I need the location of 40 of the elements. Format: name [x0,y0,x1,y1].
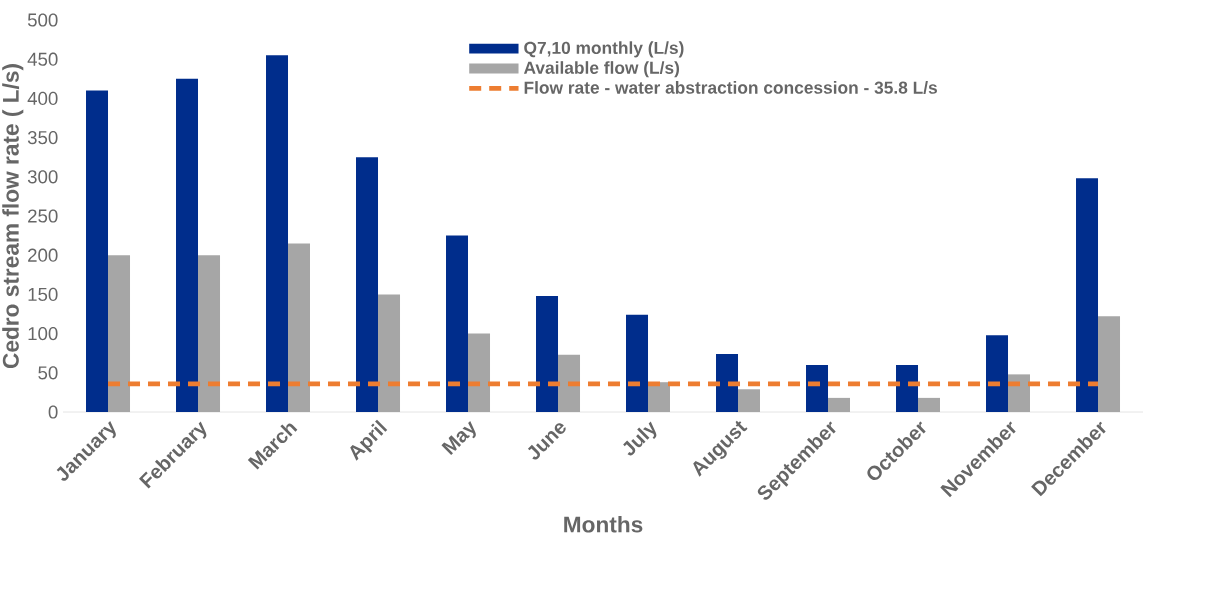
bar [806,364,829,412]
bar [1098,316,1121,412]
bar [176,78,199,412]
bar [648,382,671,412]
y-tick-label: 500 [27,13,58,27]
y-tick-label: 0 [48,405,58,419]
y-tick-label: 50 [38,366,58,380]
y-tick-label: 400 [27,91,58,106]
y-tick-label: 350 [27,130,58,145]
bar [378,294,401,412]
bar [1076,178,1099,412]
bar [198,255,221,412]
x-axis-title: Months [564,515,643,533]
legend-label: Available flow (L/s) [523,61,680,78]
bar [986,335,1009,412]
bar [288,243,311,412]
bar [1008,374,1031,412]
y-tick-label: 100 [28,326,58,341]
bar [356,157,379,412]
y-tick-label: 150 [28,287,58,302]
bar [918,397,941,412]
bar [558,354,581,412]
bar [108,255,131,412]
bar [828,397,851,412]
y-axis-title: Cedro stream flow rate ( L/s) [2,64,24,369]
y-tick-label: 200 [28,248,58,262]
bar [716,353,739,412]
y-tick-label: 450 [27,52,58,66]
y-tick-label: 300 [27,170,58,184]
legend-label: Flow rate - water abstraction concession - 35.8 L/s [524,81,937,94]
bar [626,314,649,412]
bar [738,389,761,412]
bar [896,364,919,412]
legend-label: Q7,10 monthly (L/s) [524,41,684,58]
bar [536,295,559,412]
bar [86,90,109,412]
y-tick-label: 250 [28,209,58,223]
bar [446,235,469,412]
bar [468,333,491,412]
bar [266,55,289,412]
